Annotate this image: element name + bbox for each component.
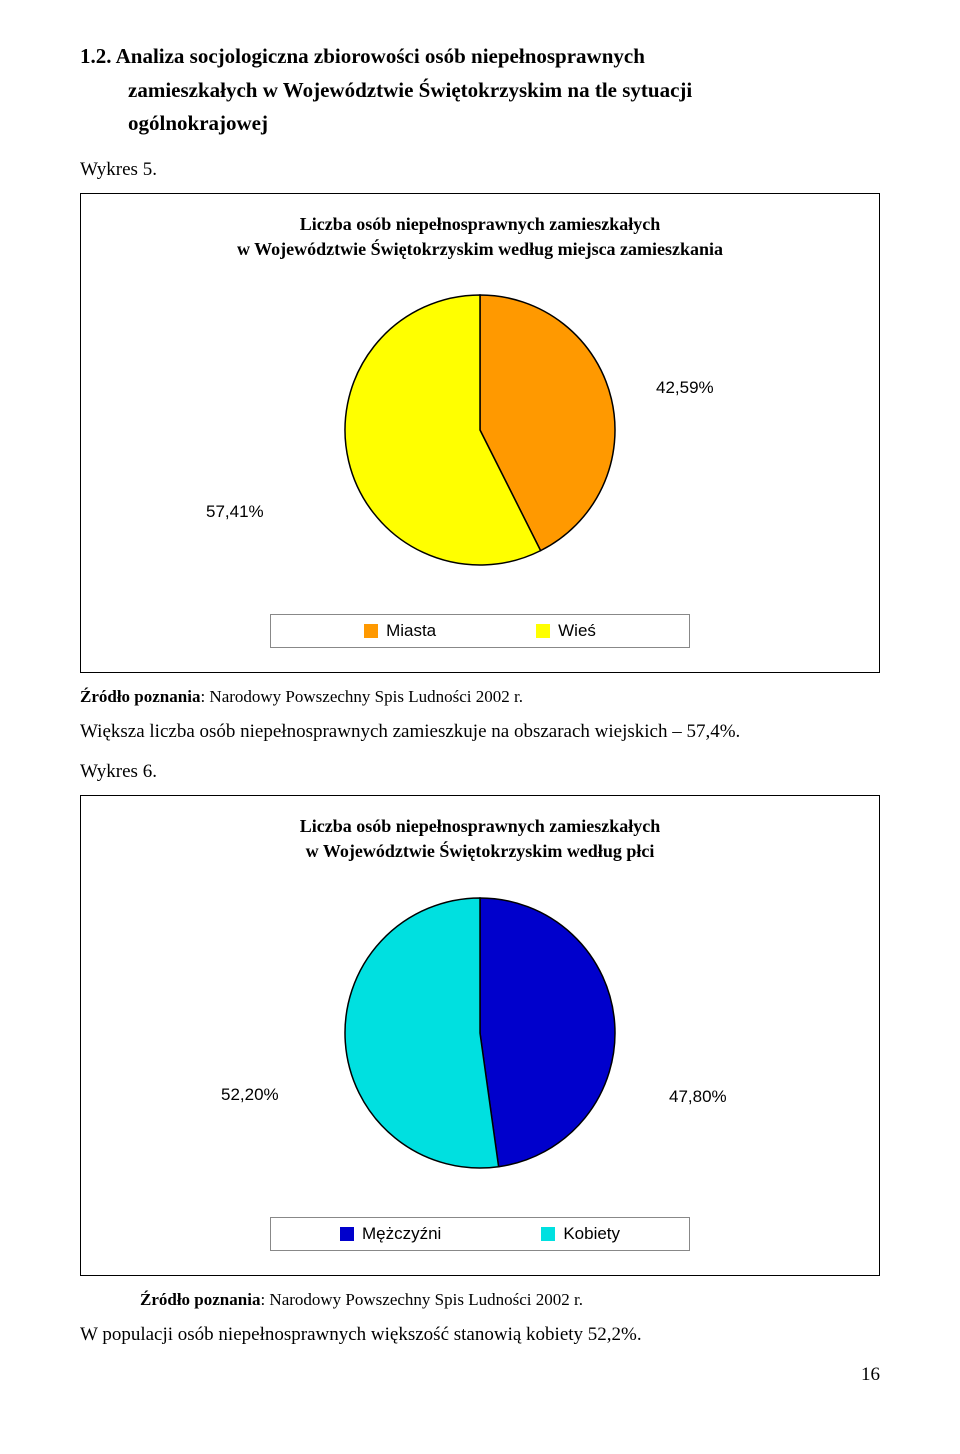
chart1-swatch-0 xyxy=(364,624,378,638)
figure5-label: Wykres 5. xyxy=(80,159,880,181)
chart2-title-l2: w Województwie Świętokrzyskim według płc… xyxy=(306,841,655,861)
chart1-source: Źródło poznania: Narodowy Powszechny Spi… xyxy=(80,687,880,707)
chart2-pie-wrap: 47,80% 52,20% xyxy=(101,883,859,1203)
chart1-title: Liczba osób niepełnosprawnych zamieszkał… xyxy=(101,212,859,262)
chart2-label-0: 47,80% xyxy=(669,1087,727,1107)
chart2-source: Źródło poznania: Narodowy Powszechny Spi… xyxy=(80,1290,880,1310)
figure6-label: Wykres 6. xyxy=(80,761,880,783)
chart2-title: Liczba osób niepełnosprawnych zamieszkał… xyxy=(101,814,859,864)
source-label: Źródło poznania xyxy=(80,687,200,706)
chart1-legend-label-1: Wieś xyxy=(558,621,596,641)
chart2-swatch-1 xyxy=(541,1227,555,1241)
chart2-title-l1: Liczba osób niepełnosprawnych zamieszkał… xyxy=(300,816,661,836)
heading-line2: zamieszkałych w Województwie Świętokrzys… xyxy=(80,74,880,108)
chart2-container: Liczba osób niepełnosprawnych zamieszkał… xyxy=(80,795,880,1275)
chart1-pie-wrap: 42,59% 57,41% xyxy=(101,280,859,600)
chart1-title-l2: w Województwie Świętokrzyskim według mie… xyxy=(237,239,723,259)
source-label-2: Źródło poznania xyxy=(140,1290,260,1309)
chart1-label-0: 42,59% xyxy=(656,378,714,398)
chart2-swatch-0 xyxy=(340,1227,354,1241)
chart2-legend: Mężczyźni Kobiety xyxy=(270,1217,690,1251)
chart2-legend-item-0: Mężczyźni xyxy=(340,1224,441,1244)
section-heading: 1.2. Analiza socjologiczna zbiorowości o… xyxy=(80,40,880,141)
chart1-swatch-1 xyxy=(536,624,550,638)
heading-line3: ogólnokrajowej xyxy=(80,107,880,141)
source-text-2: : Narodowy Powszechny Spis Ludności 2002… xyxy=(260,1290,583,1309)
body-text-2: W populacji osób niepełnosprawnych więks… xyxy=(80,1324,880,1346)
chart1-legend-label-0: Miasta xyxy=(386,621,436,641)
chart1-container: Liczba osób niepełnosprawnych zamieszkał… xyxy=(80,193,880,673)
chart2-label-1: 52,20% xyxy=(221,1085,279,1105)
chart1-title-l1: Liczba osób niepełnosprawnych zamieszkał… xyxy=(300,214,661,234)
chart2-legend-label-0: Mężczyźni xyxy=(362,1224,441,1244)
source-text: : Narodowy Powszechny Spis Ludności 2002… xyxy=(200,687,523,706)
chart1-pie xyxy=(330,280,630,580)
chart2-legend-item-1: Kobiety xyxy=(541,1224,620,1244)
chart1-legend: Miasta Wieś xyxy=(270,614,690,648)
heading-number: 1.2. xyxy=(80,44,112,68)
page-number: 16 xyxy=(80,1364,880,1386)
chart1-label-1: 57,41% xyxy=(206,502,264,522)
heading-line1: Analiza socjologiczna zbiorowości osób n… xyxy=(116,44,645,68)
chart2-legend-label-1: Kobiety xyxy=(563,1224,620,1244)
chart2-pie xyxy=(330,883,630,1183)
body-text-1: Większa liczba osób niepełnosprawnych za… xyxy=(80,721,880,743)
chart1-legend-item-1: Wieś xyxy=(536,621,596,641)
chart1-legend-item-0: Miasta xyxy=(364,621,436,641)
